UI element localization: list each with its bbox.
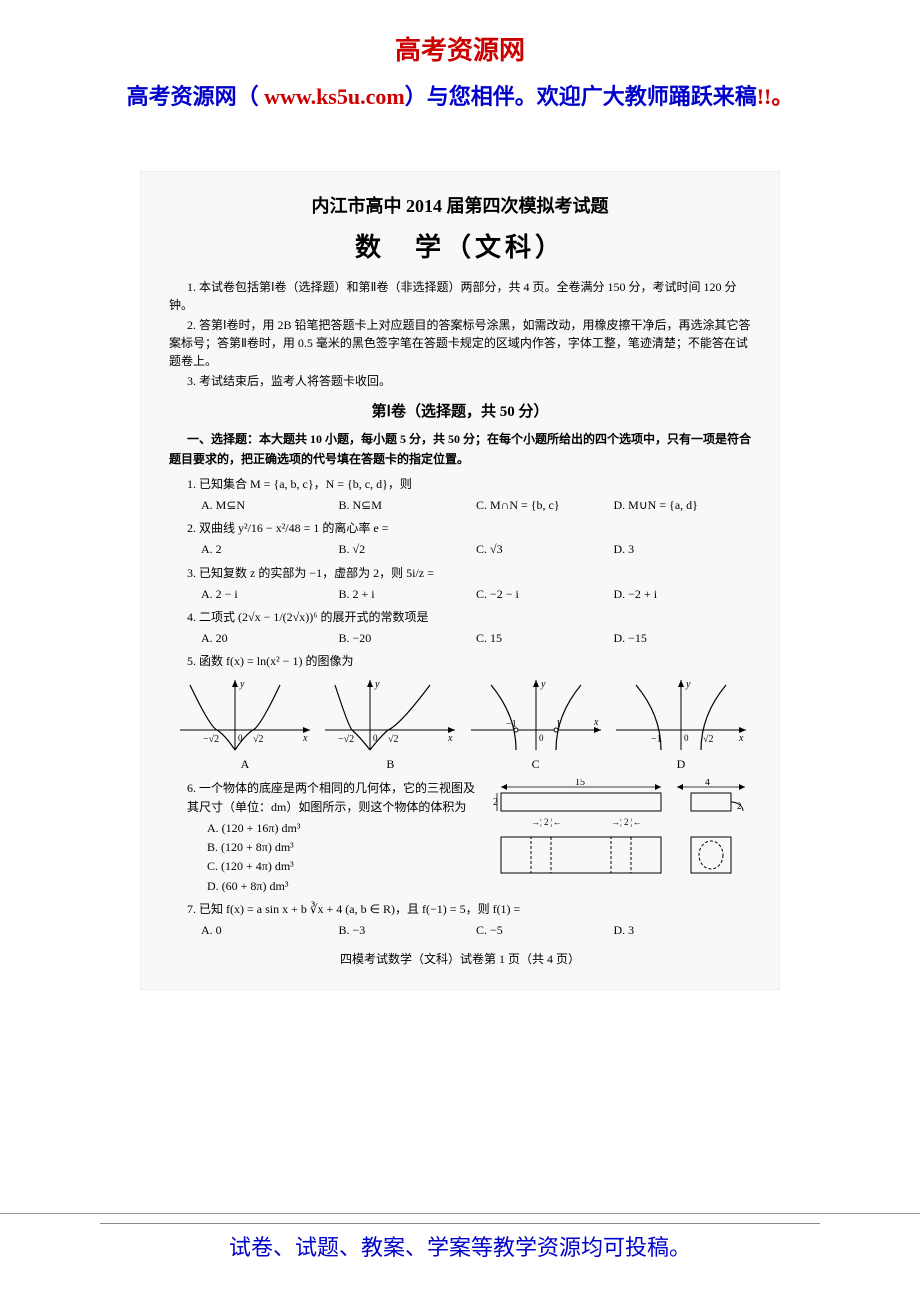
site-subtitle: 高考资源网（ www.ks5u.com）与您相伴。欢迎广大教师踊跃来稿!!。 (0, 67, 920, 111)
svg-text:√2: √2 (253, 734, 264, 745)
q4-opt-d: D. −15 (614, 629, 752, 648)
svg-text:4: 4 (705, 779, 710, 788)
q3-stem: 3. 已知复数 z 的实部为 −1，虚部为 2，则 5i/z = (187, 564, 751, 583)
svg-text:→¦ 2 ¦←: →¦ 2 ¦← (611, 817, 642, 827)
q5-graph-c: −1 1 0 x y C (466, 675, 606, 774)
instructions: 1. 本试卷包括第Ⅰ卷（选择题）和第Ⅱ卷（非选择题）两部分，共 4 页。全卷满分… (169, 278, 751, 390)
q7-opt-c: C. −5 (476, 921, 614, 940)
q6-diagram: 15 2 2 4 →¦ 2 ¦← →¦ 2 ¦← (491, 779, 751, 896)
q3-opt-d: D. −2 + i (614, 585, 752, 604)
question-5: 5. 函数 f(x) = ln(x² − 1) 的图像为 −√2 √2 0 x … (169, 652, 751, 774)
svg-text:0: 0 (684, 733, 689, 743)
page-footer: 四模考试数学（文科）试卷第 1 页（共 4 页） (169, 950, 751, 969)
question-6: 6. 一个物体的底座是两个相同的几何体，它的三视图及其尺寸（单位：dm）如图所示… (169, 779, 751, 896)
q6-opt-a: A. (120 + 16π) dm³ (175, 819, 483, 838)
q6-opt-d: D. (60 + 8π) dm³ (175, 877, 483, 896)
svg-text:√2: √2 (388, 734, 399, 745)
svg-text:→¦ 2 ¦←: →¦ 2 ¦← (531, 817, 562, 827)
svg-text:y: y (374, 679, 380, 690)
q7-stem: 7. 已知 f(x) = a sin x + b ∛x + 4 (a, b ∈ … (187, 900, 751, 919)
q1-opt-b: B. N⊆M (339, 496, 477, 515)
q2-opt-c: C. √3 (476, 540, 614, 559)
question-7: 7. 已知 f(x) = a sin x + b ∛x + 4 (a, b ∈ … (169, 900, 751, 940)
exam-title: 内江市高中 2014 届第四次模拟考试题 (169, 192, 751, 221)
q3-opt-b: B. 2 + i (339, 585, 477, 604)
q5-label-c: C (466, 755, 606, 774)
q5-stem: 5. 函数 f(x) = ln(x² − 1) 的图像为 (175, 652, 751, 671)
q1-opt-d: D. M∪N = {a, d} (614, 496, 752, 515)
site-title: 高考资源网 (0, 0, 920, 67)
svg-text:0: 0 (238, 733, 243, 743)
q5-graph-a: −√2 √2 0 x y A (175, 675, 315, 774)
q6-stem: 6. 一个物体的底座是两个相同的几何体，它的三视图及其尺寸（单位：dm）如图所示… (175, 779, 483, 817)
exam-paper: 内江市高中 2014 届第四次模拟考试题 数 学（文科） 1. 本试卷包括第Ⅰ卷… (140, 171, 780, 990)
question-4: 4. 二项式 (2√x − 1/(2√x))⁶ 的展开式的常数项是 A. 20 … (169, 608, 751, 648)
instruction-3: 3. 考试结束后，监考人将答题卡收回。 (169, 372, 751, 390)
q2-opt-b: B. √2 (339, 540, 477, 559)
svg-text:y: y (685, 679, 691, 690)
instruction-2: 2. 答第Ⅰ卷时，用 2B 铅笔把答题卡上对应题目的答案标号涂黑，如需改动，用橡… (169, 316, 751, 370)
q7-opt-b: B. −3 (339, 921, 477, 940)
site-url[interactable]: www.ks5u.com (264, 84, 405, 109)
q4-opt-b: B. −20 (339, 629, 477, 648)
q1-stem: 1. 已知集合 M = {a, b, c}，N = {b, c, d}，则 (187, 475, 751, 494)
subtitle-mid: ）与您相伴。欢迎广大教师踊跃来稿 (405, 84, 757, 109)
q4-opt-c: C. 15 (476, 629, 614, 648)
q5-label-d: D (611, 755, 751, 774)
svg-text:x: x (447, 733, 453, 744)
svg-text:√2: √2 (703, 734, 714, 745)
q1-opt-c: C. M∩N = {b, c} (476, 496, 614, 515)
q5-label-a: A (175, 755, 315, 774)
q5-label-b: B (320, 755, 460, 774)
section-1-title: 第Ⅰ卷（选择题，共 50 分） (169, 400, 751, 424)
svg-text:y: y (540, 679, 546, 690)
q6-opt-b: B. (120 + 8π) dm³ (175, 838, 483, 857)
section-1-desc: 一、选择题：本大题共 10 小题，每小题 5 分，共 50 分；在每个小题所给出… (169, 430, 751, 468)
svg-text:y: y (239, 679, 245, 690)
q4-opt-a: A. 20 (201, 629, 339, 648)
q7-opt-a: A. 0 (201, 921, 339, 940)
q3-opt-a: A. 2 − i (201, 585, 339, 604)
svg-text:−√2: −√2 (203, 734, 219, 745)
q2-stem: 2. 双曲线 y²/16 − x²/48 = 1 的离心率 e = (187, 519, 751, 538)
q7-opt-d: D. 3 (614, 921, 752, 940)
svg-text:x: x (302, 733, 308, 744)
q5-graph-b: −√2 √2 0 x y B (320, 675, 460, 774)
svg-text:15: 15 (575, 779, 585, 788)
q4-stem: 4. 二项式 (2√x − 1/(2√x))⁶ 的展开式的常数项是 (187, 608, 751, 627)
question-1: 1. 已知集合 M = {a, b, c}，N = {b, c, d}，则 A.… (169, 475, 751, 515)
footer-text: 试卷、试题、教案、学案等教学资源均可投稿。 (0, 1213, 920, 1262)
q3-opt-c: C. −2 − i (476, 585, 614, 604)
q6-opt-c: C. (120 + 4π) dm³ (175, 857, 483, 876)
svg-text:−√2: −√2 (338, 734, 354, 745)
svg-text:x: x (593, 717, 599, 728)
svg-text:0: 0 (539, 733, 544, 743)
q2-opt-d: D. 3 (614, 540, 752, 559)
svg-text:0: 0 (373, 733, 378, 743)
svg-text:−1: −1 (651, 734, 662, 745)
question-3: 3. 已知复数 z 的实部为 −1，虚部为 2，则 5i/z = A. 2 − … (169, 564, 751, 604)
subtitle-prefix: 高考资源网（ (127, 84, 265, 109)
question-2: 2. 双曲线 y²/16 − x²/48 = 1 的离心率 e = A. 2 B… (169, 519, 751, 559)
subject-title: 数 学（文科） (169, 227, 751, 269)
q5-graph-d: −1 √2 0 x y D (611, 675, 751, 774)
instruction-1: 1. 本试卷包括第Ⅰ卷（选择题）和第Ⅱ卷（非选择题）两部分，共 4 页。全卷满分… (169, 278, 751, 314)
svg-text:2: 2 (737, 801, 742, 811)
q1-opt-a: A. M⊆N (201, 496, 339, 515)
subtitle-excl: !!。 (757, 84, 794, 109)
q2-opt-a: A. 2 (201, 540, 339, 559)
svg-text:x: x (738, 733, 744, 744)
q5-graphs: −√2 √2 0 x y A −√2 (175, 675, 751, 774)
